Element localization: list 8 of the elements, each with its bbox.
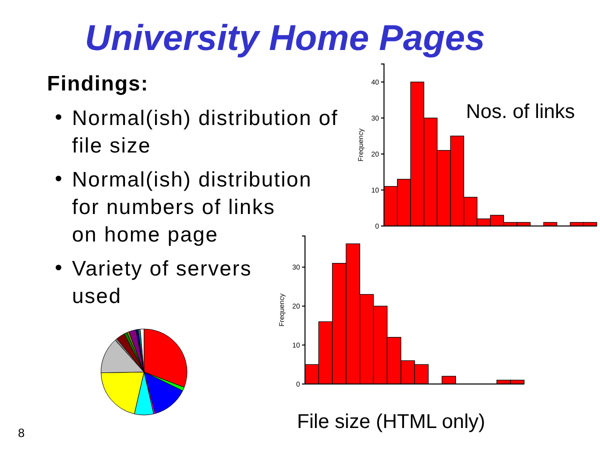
text: 8 <box>18 426 25 440</box>
text: Normal(ish) distribution of file size <box>72 107 338 158</box>
text: Nos. of links <box>466 101 575 123</box>
text: File size (HTML only) <box>297 411 486 433</box>
text: University Home Pages <box>84 17 486 58</box>
text: Variety of servers used <box>72 258 252 308</box>
text: Findings: <box>47 72 149 96</box>
annotation: Normal(ish) distribution for numbers of links on home page <box>72 168 312 246</box>
